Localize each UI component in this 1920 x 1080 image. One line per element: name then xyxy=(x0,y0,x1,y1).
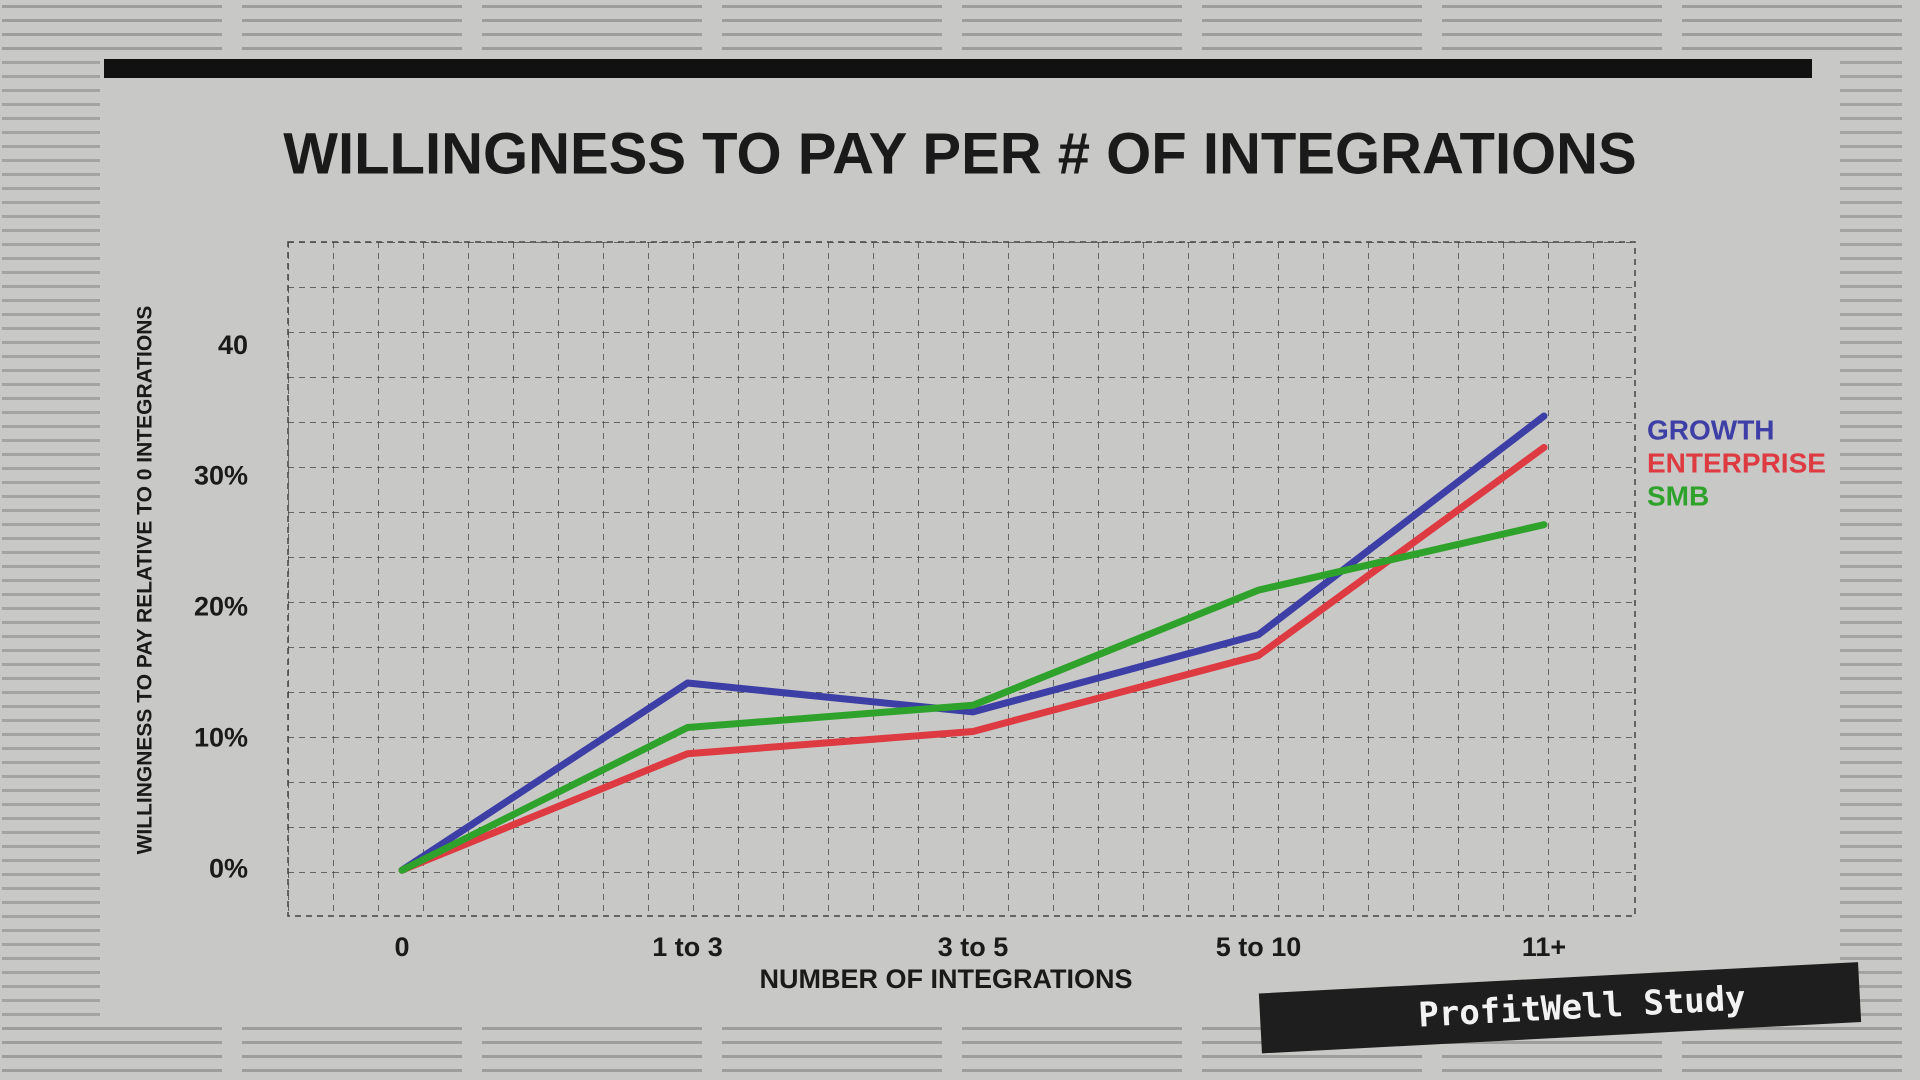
y-tick-label: 10% xyxy=(194,722,248,752)
y-tick-label: 40 xyxy=(218,330,248,360)
badge-background xyxy=(1258,962,1862,1054)
legend-entry: GROWTH xyxy=(1647,414,1775,445)
plot-grid xyxy=(287,241,1636,917)
header-bar xyxy=(104,59,1812,78)
badge: ProfitWell Study xyxy=(1258,962,1862,1054)
x-tick-label: 1 to 3 xyxy=(652,932,723,962)
y-tick-label: 0% xyxy=(209,853,248,883)
x-tick-label: 11+ xyxy=(1522,932,1566,962)
x-tick-label: 5 to 10 xyxy=(1216,932,1302,962)
series-line xyxy=(398,412,1548,874)
y-tick-label: 20% xyxy=(194,592,248,622)
newsprint-top xyxy=(0,0,1920,50)
x-tick-label: 3 to 5 xyxy=(938,932,1009,962)
y-axis-label: WILLINGNESS TO PAY RELATIVE TO 0 INTEGRA… xyxy=(134,306,157,855)
newsprint-right xyxy=(1840,50,1920,1025)
newsprint-left xyxy=(0,50,100,1025)
x-tick-label: 0 xyxy=(394,932,409,962)
legend-entry: ENTERPRISE xyxy=(1647,447,1826,478)
series-line xyxy=(398,521,1548,874)
legend-entry: SMB xyxy=(1647,480,1709,511)
y-tick-label: 30% xyxy=(194,461,248,491)
x-axis-label: NUMBER OF INTEGRATIONS xyxy=(760,964,1133,994)
series-line xyxy=(398,443,1548,874)
chart-title: WILLINGNESS TO PAY PER # OF INTEGRATIONS xyxy=(283,121,1637,186)
